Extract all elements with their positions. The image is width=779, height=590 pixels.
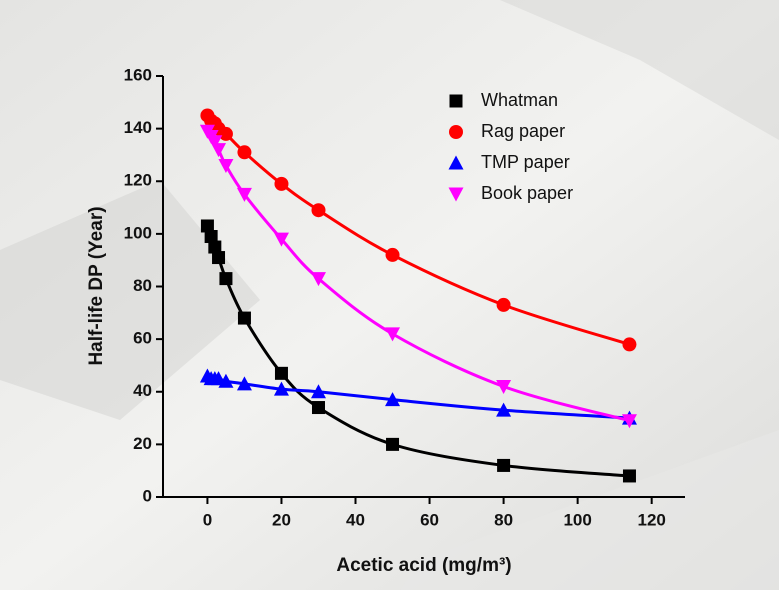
y-tick-label: 120 (124, 171, 152, 190)
legend-label: TMP paper (481, 152, 570, 172)
x-tick-label: 0 (203, 510, 212, 529)
y-tick-label: 60 (133, 329, 152, 348)
marker (236, 376, 252, 391)
marker (496, 297, 511, 312)
y-tick-label: 0 (143, 486, 152, 505)
legend-label: Rag paper (481, 121, 565, 141)
y-tick-label: 140 (124, 118, 152, 137)
marker (212, 251, 226, 265)
marker (496, 379, 512, 394)
marker (496, 402, 512, 417)
marker (236, 187, 252, 202)
marker (237, 311, 251, 325)
legend-marker (448, 187, 464, 202)
marker (219, 272, 233, 286)
marker (200, 219, 214, 233)
marker (237, 145, 252, 160)
marker (385, 247, 400, 262)
y-axis-title: Half-life DP (Year) (86, 206, 107, 365)
marker (385, 327, 401, 342)
marker (622, 469, 636, 483)
marker (218, 373, 234, 388)
x-tick-label: 60 (420, 510, 439, 529)
x-tick-label: 20 (272, 510, 291, 529)
marker (385, 392, 401, 407)
paper-shape (500, 0, 779, 140)
x-tick-label: 100 (563, 510, 591, 529)
marker (218, 158, 234, 173)
marker (273, 381, 289, 396)
marker (621, 414, 637, 429)
x-tick-label: 40 (346, 510, 365, 529)
marker (622, 337, 637, 352)
x-tick-label: 80 (494, 510, 513, 529)
x-tick-label: 120 (637, 510, 665, 529)
marker (204, 230, 218, 244)
marker (386, 437, 400, 451)
marker (497, 458, 511, 472)
marker (207, 135, 223, 150)
y-tick-label: 160 (124, 65, 152, 84)
marker (310, 272, 326, 287)
marker (274, 366, 288, 380)
marker (273, 232, 289, 247)
y-tick-label: 80 (133, 276, 152, 295)
marker (211, 143, 227, 158)
y-tick-label: 40 (133, 381, 152, 400)
marker (208, 240, 222, 254)
paper-shape (0, 180, 260, 420)
legend-marker (449, 94, 463, 108)
y-tick-label: 100 (124, 223, 152, 242)
marker (274, 176, 289, 191)
marker (311, 203, 326, 218)
legend-label: Whatman (481, 90, 558, 110)
marker (310, 384, 326, 399)
paper-shape (400, 430, 779, 590)
legend-marker (449, 125, 463, 139)
legend-label: Book paper (481, 183, 573, 203)
marker (311, 401, 325, 415)
x-axis-title: Acetic acid (mg/m³) (336, 555, 511, 576)
legend-marker (448, 155, 464, 170)
marker (218, 126, 233, 141)
y-tick-label: 20 (133, 434, 152, 453)
